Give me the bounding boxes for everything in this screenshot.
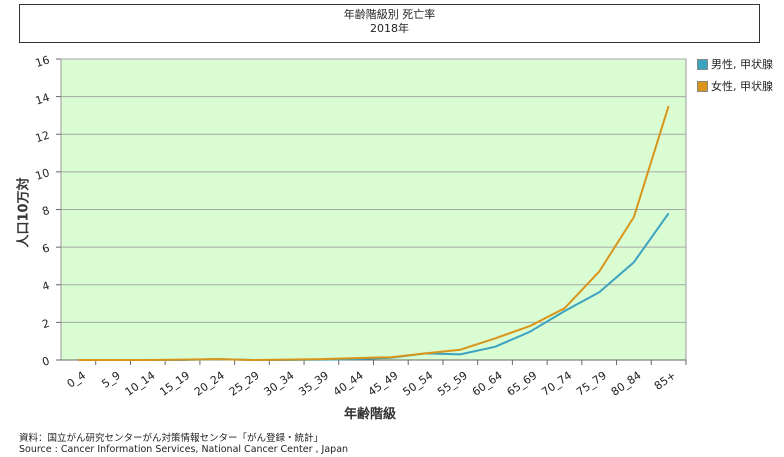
y-tick-label: 16 [34,53,51,70]
source-line-ja: 資料：国立がん研究センターがん対策情報センター「がん登録・統計」 [19,433,324,444]
x-axis-label: 年齢階級 [343,407,396,422]
x-tick-label: 10_14 [123,369,158,399]
legend: 男性, 甲状腺 女性, 甲状腺 [697,57,773,101]
chart-title: 年齢階級別 死亡率 [343,8,436,21]
source-line-en: Source : Cancer Information Services, Na… [19,444,349,455]
x-tick-label: 30_34 [262,369,297,399]
y-tick-label: 6 [40,241,51,256]
series-line-female [78,105,670,361]
x-tick-label: 65_69 [505,369,540,399]
legend-swatch-female [697,80,708,92]
x-tick-label: 35_39 [296,369,331,399]
y-axis-label: 人口10万対 [16,177,32,248]
y-tick-label: 12 [34,129,51,146]
source-note: 資料：国立がん研究センターがん対策情報センター「がん登録・統計」 Source … [19,433,348,455]
x-tick-label: 50_54 [400,369,435,399]
x-tick-label: 40_44 [331,369,366,399]
x-tick-label: 70_74 [539,369,574,399]
y-tick-label: 10 [34,166,51,183]
y-tick-label: 2 [40,317,51,332]
x-tick-label: 45_49 [366,369,401,399]
x-tick-label: 0_4 [65,369,88,391]
x-tick-label: 25_29 [227,369,262,399]
legend-swatch-male [697,58,708,70]
x-tick-label: 80_84 [609,369,644,399]
y-tick-label: 4 [40,279,51,294]
legend-item-male[interactable]: 男性, 甲状腺 [697,57,773,71]
x-tick-label: 75_79 [574,369,609,399]
y-tick-label: 14 [34,91,51,108]
y-tick-label: 0 [40,354,51,369]
chart-title-box: 年齢階級別 死亡率 2018年 [19,4,760,43]
x-tick-label: 55_59 [435,369,470,399]
x-tick-label: 5_9 [99,369,122,391]
y-tick-label: 8 [40,204,51,219]
x-tick-label: 20_24 [192,369,227,399]
x-tick-label: 60_64 [470,369,505,399]
x-tick-label: 85+ [652,369,678,393]
legend-label-female: 女性, 甲状腺 [711,80,773,93]
legend-label-male: 男性, 甲状腺 [711,58,773,71]
chart-subtitle: 2018年 [370,22,409,35]
x-tick-label: 15_19 [157,369,192,399]
legend-item-female[interactable]: 女性, 甲状腺 [697,79,773,93]
